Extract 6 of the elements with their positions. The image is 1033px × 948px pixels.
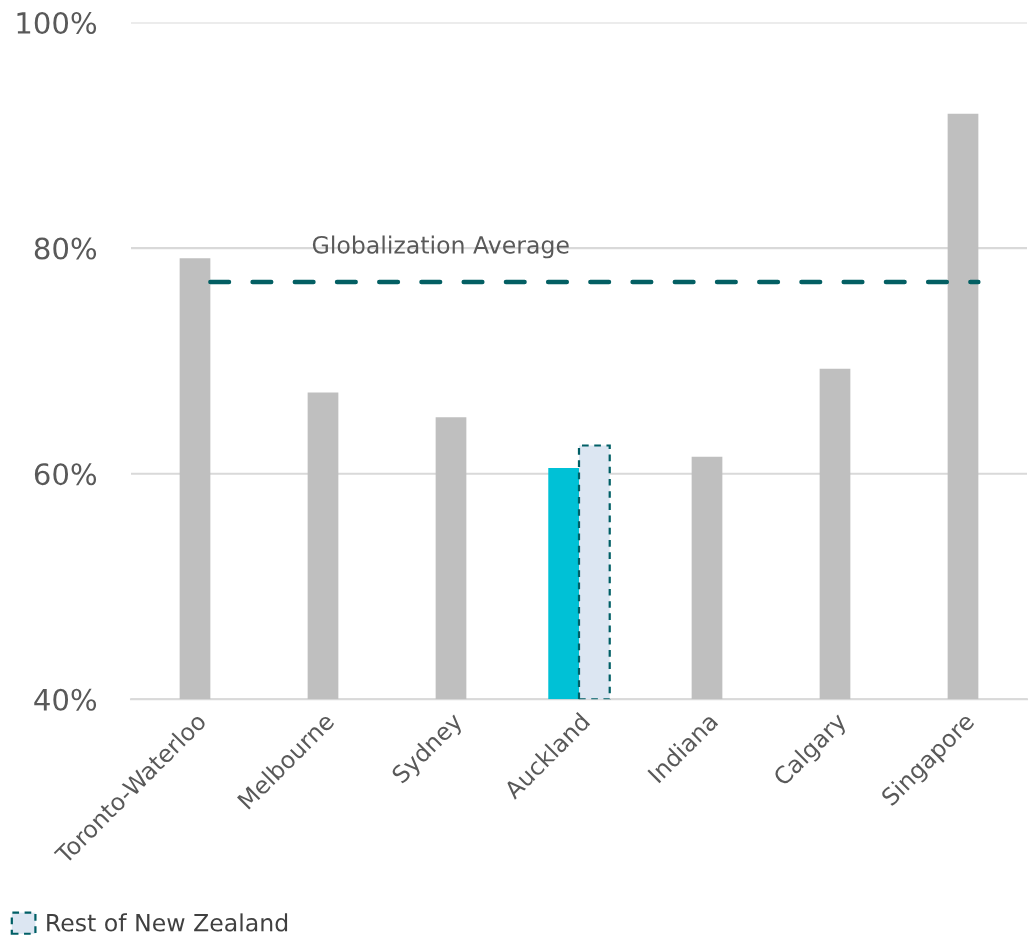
y-tick-label: 40% (34, 688, 97, 711)
y-tick-label: 80% (34, 237, 97, 260)
ref-line-label: Globalization Average (312, 235, 569, 259)
legend-label: Rest of New Zealand (47, 913, 288, 932)
y-tick-label: 60% (34, 463, 97, 486)
y-tick-label: 100% (17, 11, 97, 34)
